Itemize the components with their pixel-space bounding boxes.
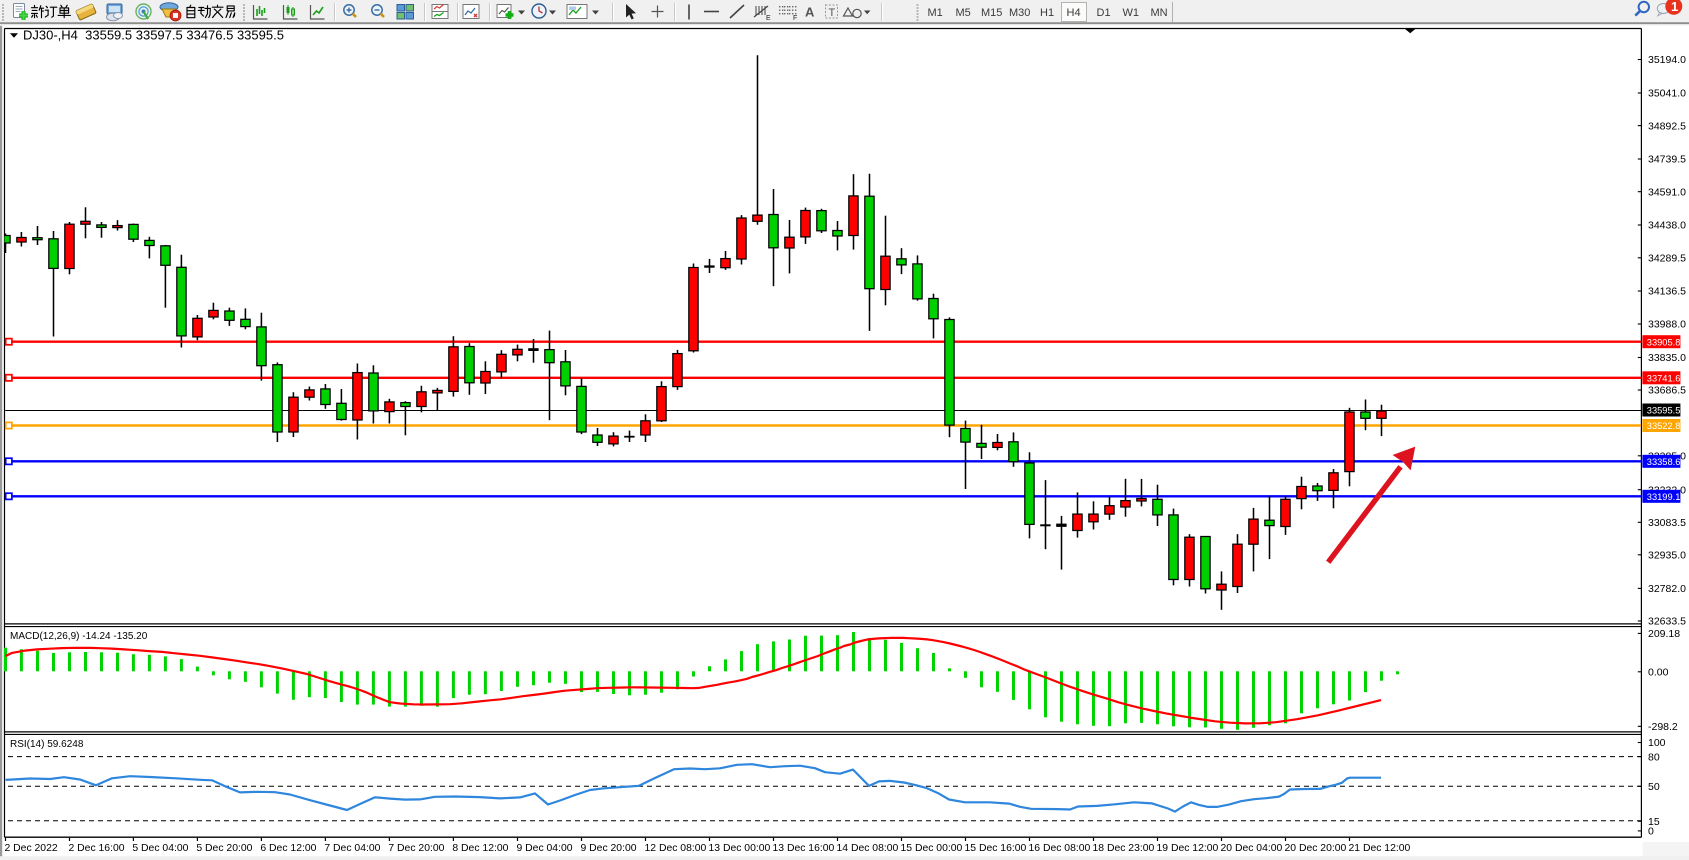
svg-text:MN: MN <box>1151 7 1168 19</box>
svg-text:33988.0: 33988.0 <box>1648 319 1686 331</box>
svg-text:E: E <box>766 15 771 22</box>
svg-text:33686.5: 33686.5 <box>1648 385 1686 397</box>
svg-text:16 Dec 08:00: 16 Dec 08:00 <box>1029 843 1091 854</box>
svg-text:M15: M15 <box>981 7 1002 19</box>
svg-text:12 Dec 08:00: 12 Dec 08:00 <box>645 843 707 854</box>
svg-text:33522.8: 33522.8 <box>1647 421 1681 431</box>
svg-text:18 Dec 23:00: 18 Dec 23:00 <box>1093 843 1155 854</box>
svg-text:50: 50 <box>1648 781 1660 793</box>
svg-text:7 Dec 04:00: 7 Dec 04:00 <box>324 843 380 854</box>
svg-text:15 Dec 00:00: 15 Dec 00:00 <box>901 843 963 854</box>
svg-text:W1: W1 <box>1123 7 1140 19</box>
svg-text:32782.0: 32782.0 <box>1648 583 1686 595</box>
svg-text:100: 100 <box>1648 737 1666 749</box>
svg-text:0: 0 <box>1648 826 1654 838</box>
svg-text:33905.8: 33905.8 <box>1647 337 1681 347</box>
svg-text:19 Dec 12:00: 19 Dec 12:00 <box>1157 843 1219 854</box>
svg-text:5 Dec 04:00: 5 Dec 04:00 <box>132 843 188 854</box>
svg-text:34739.5: 34739.5 <box>1648 154 1686 166</box>
svg-text:9 Dec 04:00: 9 Dec 04:00 <box>517 843 573 854</box>
svg-text:RSI(14) 59.6248: RSI(14) 59.6248 <box>10 739 84 750</box>
svg-text:33083.5: 33083.5 <box>1648 517 1686 529</box>
svg-text:15 Dec 16:00: 15 Dec 16:00 <box>965 843 1027 854</box>
svg-text:MACD(12,26,9) -14.24 -135.20: MACD(12,26,9) -14.24 -135.20 <box>10 631 148 642</box>
svg-text:32935.0: 32935.0 <box>1648 550 1686 562</box>
svg-text:6 Dec 12:00: 6 Dec 12:00 <box>260 843 316 854</box>
svg-text:H4: H4 <box>1067 7 1081 19</box>
svg-text:20 Dec 20:00: 20 Dec 20:00 <box>1285 843 1347 854</box>
svg-text:34438.0: 34438.0 <box>1648 220 1686 232</box>
svg-text:A: A <box>805 5 815 20</box>
svg-text:32633.5: 32633.5 <box>1648 616 1686 628</box>
svg-text:1: 1 <box>1671 0 1678 14</box>
svg-text:209.18: 209.18 <box>1648 628 1680 640</box>
svg-text:21 Dec 12:00: 21 Dec 12:00 <box>1349 843 1411 854</box>
svg-text:33199.1: 33199.1 <box>1647 492 1681 502</box>
svg-text:33358.6: 33358.6 <box>1647 457 1681 467</box>
svg-text:80: 80 <box>1648 751 1660 763</box>
svg-text:20 Dec 04:00: 20 Dec 04:00 <box>1221 843 1283 854</box>
svg-text:9 Dec 20:00: 9 Dec 20:00 <box>581 843 637 854</box>
svg-text:M5: M5 <box>956 7 971 19</box>
svg-text:33835.0: 33835.0 <box>1648 352 1686 364</box>
svg-text:5 Dec 20:00: 5 Dec 20:00 <box>196 843 252 854</box>
svg-text:35041.0: 35041.0 <box>1648 88 1686 100</box>
svg-text:2 Dec 2022: 2 Dec 2022 <box>5 843 58 854</box>
svg-text:8 Dec 12:00: 8 Dec 12:00 <box>452 843 508 854</box>
svg-text:F: F <box>793 15 797 22</box>
svg-text:15: 15 <box>1648 816 1660 828</box>
svg-text:34136.5: 34136.5 <box>1648 286 1686 298</box>
svg-text:33595.5: 33595.5 <box>1647 406 1681 416</box>
svg-text:35194.0: 35194.0 <box>1648 54 1686 66</box>
svg-text:34591.0: 34591.0 <box>1648 186 1686 198</box>
svg-text:T: T <box>829 7 836 19</box>
svg-text:M30: M30 <box>1009 7 1030 19</box>
svg-text:7 Dec 20:00: 7 Dec 20:00 <box>388 843 444 854</box>
svg-text:34289.5: 34289.5 <box>1648 253 1686 265</box>
svg-text:D1: D1 <box>1097 7 1111 19</box>
svg-text:33741.6: 33741.6 <box>1647 373 1681 383</box>
svg-text:13 Dec 16:00: 13 Dec 16:00 <box>773 843 835 854</box>
svg-text:M1: M1 <box>928 7 943 19</box>
svg-text:14 Dec 08:00: 14 Dec 08:00 <box>837 843 899 854</box>
svg-text:DJ30-,H4 33559.5 33597.5 3347: DJ30-,H4 33559.5 33597.5 33476.5 33595.5 <box>23 28 284 43</box>
svg-text:H1: H1 <box>1040 7 1054 19</box>
svg-text:0.00: 0.00 <box>1648 667 1669 679</box>
svg-text:2 Dec 16:00: 2 Dec 16:00 <box>69 843 125 854</box>
svg-text:-298.2: -298.2 <box>1648 721 1678 733</box>
svg-text:34892.5: 34892.5 <box>1648 120 1686 132</box>
svg-text:13 Dec 00:00: 13 Dec 00:00 <box>709 843 771 854</box>
